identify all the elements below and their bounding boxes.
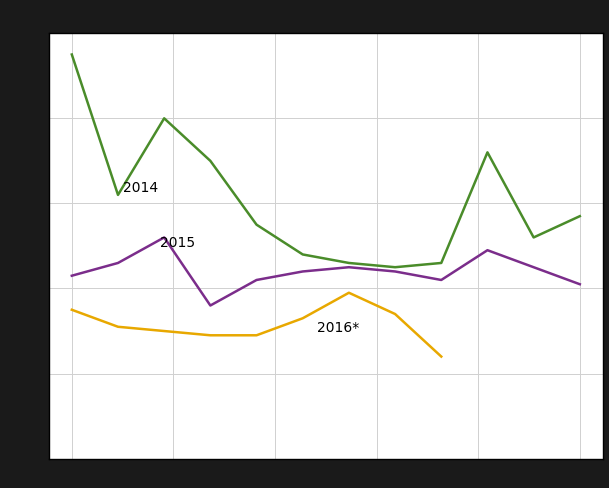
Text: 2016*: 2016* [317, 321, 359, 334]
Text: 2014: 2014 [122, 180, 158, 194]
Text: 2015: 2015 [160, 236, 195, 249]
